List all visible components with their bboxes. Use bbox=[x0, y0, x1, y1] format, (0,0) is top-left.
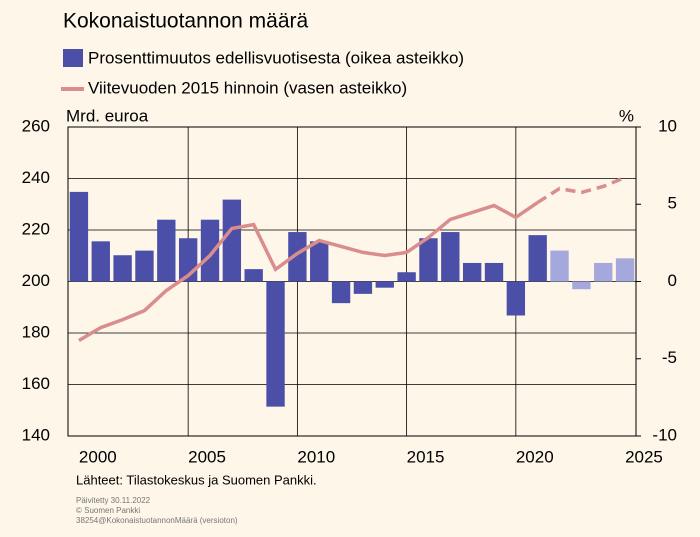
bar bbox=[69, 191, 89, 282]
x-tick-label: 2005 bbox=[188, 447, 226, 466]
source: Lähteet: Tilastokeskus ja Suomen Pankki. bbox=[76, 472, 317, 487]
bar bbox=[441, 232, 460, 282]
y2-tick-label: -10 bbox=[652, 425, 677, 444]
bar bbox=[462, 262, 482, 282]
bar bbox=[353, 281, 373, 294]
y-tick-label: 260 bbox=[22, 116, 50, 135]
line bbox=[536, 175, 626, 204]
bar bbox=[135, 250, 154, 282]
y-axis-label: Mrd. euroa bbox=[66, 106, 149, 125]
legend-swatch bbox=[63, 49, 83, 67]
plot-frame bbox=[67, 126, 637, 437]
bar bbox=[310, 241, 329, 282]
bar bbox=[91, 241, 110, 282]
x-tick-label: 2015 bbox=[407, 447, 445, 466]
y2-tick-label: 10 bbox=[658, 116, 677, 135]
bar bbox=[572, 281, 591, 290]
footnote: © Suomen Pankki bbox=[76, 506, 140, 515]
y2-tick-label: -5 bbox=[662, 348, 677, 367]
bar bbox=[419, 238, 438, 282]
bar bbox=[288, 232, 307, 282]
footnote: 38254@KokonaistuotannonMäärä (versioton) bbox=[76, 516, 238, 525]
bar bbox=[506, 281, 526, 316]
bar bbox=[266, 281, 285, 407]
x-tick-label: 2010 bbox=[297, 447, 335, 466]
bar bbox=[222, 199, 242, 282]
bar bbox=[528, 235, 547, 282]
y2-tick-label: 0 bbox=[668, 271, 677, 290]
legend-label: Viitevuoden 2015 hinnoin (vasen asteikko… bbox=[88, 78, 407, 97]
bar bbox=[484, 262, 504, 282]
y2-tick-label: 5 bbox=[668, 194, 677, 213]
x-tick-label: 2020 bbox=[516, 447, 554, 466]
line bbox=[78, 201, 539, 342]
footnote: Päivitetty 30.11.2022 bbox=[76, 496, 151, 505]
bar bbox=[550, 250, 569, 282]
bar bbox=[157, 219, 176, 282]
x-tick-label: 2025 bbox=[625, 447, 663, 466]
y2-axis-label: % bbox=[619, 106, 634, 125]
y-tick-label: 180 bbox=[22, 322, 50, 341]
bar bbox=[113, 255, 132, 282]
y-tick-label: 240 bbox=[22, 168, 50, 187]
y-tick-label: 160 bbox=[22, 374, 50, 393]
chart-title: Kokonaistuotannon määrä bbox=[63, 10, 308, 33]
x-tick-label: 2000 bbox=[79, 447, 117, 466]
legend-label: Prosenttimuutos edellisvuotisesta (oikea… bbox=[88, 48, 464, 67]
bar bbox=[200, 219, 220, 282]
bar bbox=[594, 262, 613, 282]
y-tick-label: 140 bbox=[22, 425, 50, 444]
bar bbox=[244, 269, 263, 282]
bar bbox=[397, 272, 416, 282]
y-tick-label: 200 bbox=[22, 271, 50, 290]
bar bbox=[331, 281, 351, 304]
bar bbox=[615, 258, 635, 282]
y-tick-label: 220 bbox=[22, 219, 50, 238]
bar bbox=[375, 281, 394, 288]
